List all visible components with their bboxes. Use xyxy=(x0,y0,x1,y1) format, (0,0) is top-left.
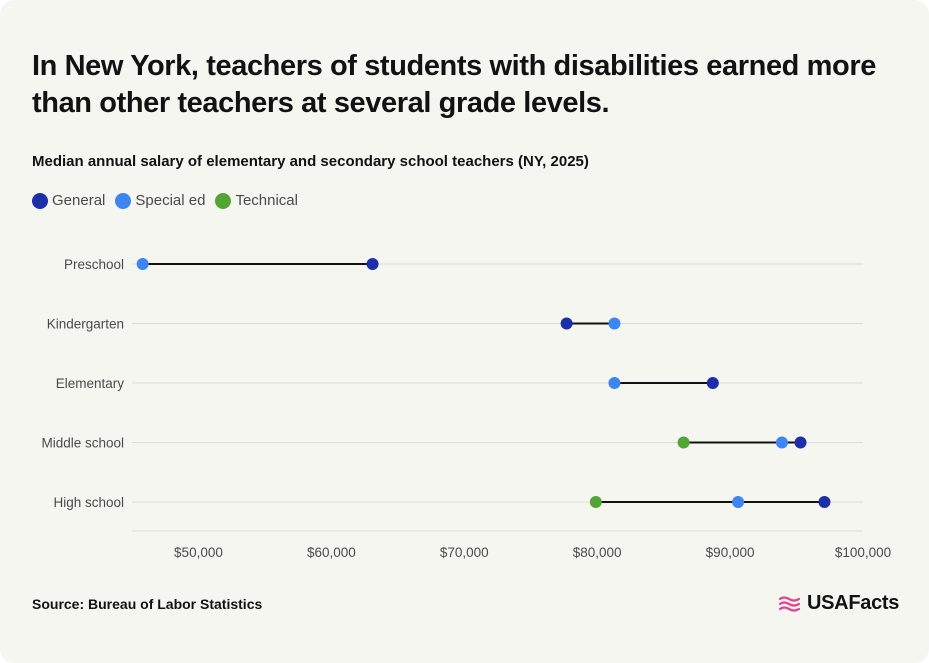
data-point-middle-school-general xyxy=(794,436,807,449)
data-point-middle-school-technical xyxy=(677,436,690,449)
legend-item-general: General xyxy=(32,192,105,209)
data-point-preschool-special-ed xyxy=(136,258,149,270)
legend-swatch-general xyxy=(32,192,48,209)
category-label-middle-school: Middle school xyxy=(41,436,124,451)
legend-swatch-special-ed xyxy=(115,192,132,209)
data-point-kindergarten-general xyxy=(560,317,573,330)
x-tick-label: $80,000 xyxy=(573,545,622,560)
legend-item-special-ed: Special ed xyxy=(115,192,205,209)
data-point-preschool-general xyxy=(366,258,379,270)
legend-swatch-technical xyxy=(215,192,232,209)
data-point-elementary-special-ed xyxy=(608,377,621,389)
x-tick-label: $60,000 xyxy=(307,545,356,560)
data-point-high-school-special-ed xyxy=(732,496,745,508)
legend-label-technical: Technical xyxy=(235,192,298,209)
data-point-high-school-general xyxy=(818,496,831,508)
source-note: Source: Bureau of Labor Statistics xyxy=(32,596,263,612)
brand-logo: USAFacts xyxy=(778,592,899,615)
brand-name: USAFacts xyxy=(807,592,900,614)
category-label-preschool: Preschool xyxy=(64,257,124,272)
legend-label-general: General xyxy=(52,192,106,209)
data-point-elementary-general xyxy=(706,377,719,389)
x-tick-label: $50,000 xyxy=(174,545,223,560)
category-label-high-school: High school xyxy=(53,495,124,510)
category-label-elementary: Elementary xyxy=(56,376,125,391)
x-tick-label: $90,000 xyxy=(706,545,755,560)
x-tick-label: $70,000 xyxy=(440,545,489,560)
legend-label-special-ed: Special ed xyxy=(135,192,206,209)
data-point-high-school-technical xyxy=(589,496,602,508)
chart-subtitle: Median annual salary of elementary and s… xyxy=(32,153,589,170)
legend: General Special ed Technical xyxy=(32,192,298,209)
flag-icon xyxy=(778,595,801,612)
x-tick-label: $100,000 xyxy=(835,545,891,560)
chart-title: In New York, teachers of students with d… xyxy=(32,50,876,119)
legend-item-technical: Technical xyxy=(215,192,298,209)
data-point-kindergarten-special-ed xyxy=(608,317,621,330)
data-point-middle-school-special-ed xyxy=(775,436,788,449)
category-label-kindergarten: Kindergarten xyxy=(47,317,124,332)
